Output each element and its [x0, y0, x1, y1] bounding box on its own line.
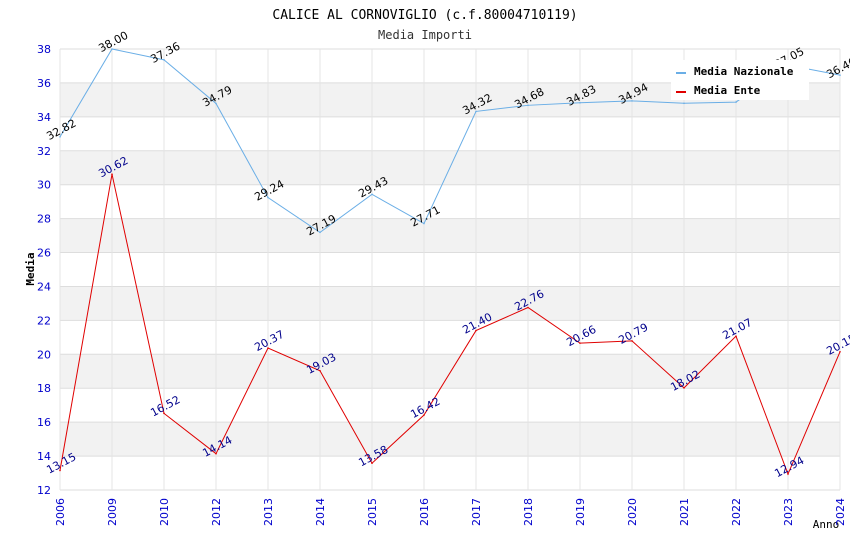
plot-band — [60, 422, 840, 457]
y-tick-label: 36 — [37, 77, 51, 90]
y-tick-label: 16 — [37, 416, 51, 429]
x-tick-label: 2014 — [314, 498, 327, 526]
data-point — [267, 347, 269, 349]
plot-band — [60, 218, 840, 253]
data-point — [59, 136, 61, 138]
data-point — [423, 222, 425, 225]
data-point — [111, 48, 113, 50]
x-tick-label: 2012 — [210, 498, 223, 526]
legend-label-media-nazionale: Media Nazionale — [694, 65, 794, 78]
y-tick-label: 20 — [37, 348, 51, 361]
data-point — [371, 462, 373, 465]
x-tick-label: 2024 — [834, 498, 847, 526]
data-point — [319, 231, 321, 234]
data-point — [111, 173, 113, 175]
x-axis-ticks: 2006 2009 2010 2012 2013 2014 2015 2016 2017 2018… — [54, 498, 847, 526]
plot-band — [60, 286, 840, 321]
data-point — [423, 414, 425, 416]
plot-band — [60, 116, 840, 151]
x-tick-label: 2023 — [782, 498, 795, 526]
y-axis-label: Media — [24, 252, 37, 285]
data-point — [735, 101, 737, 103]
data-point — [579, 101, 581, 104]
y-tick-label: 28 — [37, 213, 51, 226]
plot-band — [60, 456, 840, 490]
series-line-media-ente — [59, 174, 841, 476]
data-point — [683, 102, 685, 105]
x-tick-label: 2018 — [522, 498, 535, 526]
series-line-media-nazionale — [59, 48, 841, 233]
data-point — [631, 100, 633, 102]
data-point — [163, 59, 165, 61]
data-point — [631, 340, 633, 342]
plot-band — [60, 252, 840, 287]
grid-lines — [59, 48, 841, 491]
data-point — [59, 469, 61, 472]
legend: Media Nazionale Media Ente — [671, 60, 809, 100]
plot-band — [60, 320, 840, 355]
x-tick-label: 2015 — [366, 498, 379, 526]
legend-label-media-ente: Media Ente — [694, 84, 761, 97]
data-point — [215, 102, 217, 105]
data-point — [527, 104, 529, 107]
chart-title: CALICE AL CORNOVIGLIO (c.f.80004710119) — [272, 8, 577, 23]
data-point — [371, 193, 373, 196]
y-tick-label: 32 — [37, 145, 51, 158]
data-point — [683, 387, 685, 389]
data-point — [839, 350, 841, 353]
y-tick-label: 24 — [37, 280, 51, 293]
data-point — [839, 74, 841, 76]
x-tick-label: 2010 — [158, 498, 171, 526]
data-point — [475, 329, 477, 332]
x-tick-label: 2019 — [574, 498, 587, 526]
x-tick-label: 2021 — [678, 498, 691, 526]
plot-band — [60, 354, 840, 389]
legend-box — [671, 60, 809, 100]
y-tick-label: 14 — [37, 450, 51, 463]
data-point — [475, 110, 477, 113]
y-tick-label: 34 — [37, 111, 51, 124]
x-tick-label: 2017 — [470, 498, 483, 526]
data-point — [579, 342, 581, 344]
x-tick-label: 2013 — [262, 498, 275, 526]
data-point — [735, 335, 737, 337]
plot-band — [60, 388, 840, 423]
x-tick-label: 2009 — [106, 498, 119, 526]
y-tick-label: 22 — [37, 314, 51, 327]
x-tick-label: 2022 — [730, 498, 743, 526]
y-tick-label: 38 — [37, 43, 51, 56]
y-tick-label: 30 — [37, 179, 51, 192]
x-tick-label: 2020 — [626, 498, 639, 526]
data-point — [787, 473, 789, 475]
x-tick-label: 2016 — [418, 498, 431, 526]
series-lines — [59, 48, 841, 476]
x-axis-label: Anno — [813, 518, 840, 531]
data-point — [215, 452, 217, 455]
y-axis-ticks: 12 14 16 18 20 22 24 26 28 30 32 34 36 38 — [37, 43, 51, 497]
y-tick-label: 18 — [37, 382, 51, 395]
data-point — [319, 369, 321, 372]
y-tick-label: 26 — [37, 247, 51, 260]
data-point — [527, 306, 529, 309]
chart-subtitle: Media Importi — [378, 28, 472, 42]
plot-band — [60, 184, 840, 219]
data-point — [163, 412, 165, 415]
x-tick-label: 2006 — [54, 498, 67, 526]
data-point — [267, 196, 269, 199]
y-tick-label: 12 — [37, 484, 51, 497]
